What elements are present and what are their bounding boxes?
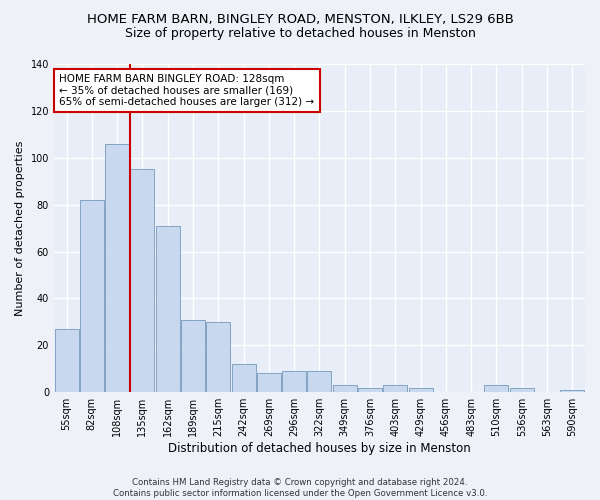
Bar [333,385,357,392]
Bar [181,320,205,392]
Text: HOME FARM BARN, BINGLEY ROAD, MENSTON, ILKLEY, LS29 6BB: HOME FARM BARN, BINGLEY ROAD, MENSTON, I… [86,12,514,26]
Bar [130,170,154,392]
Bar [156,226,180,392]
Bar [560,390,584,392]
Bar [257,374,281,392]
Bar [358,388,382,392]
Bar [409,388,433,392]
Bar [232,364,256,392]
Y-axis label: Number of detached properties: Number of detached properties [15,140,25,316]
Bar [510,388,534,392]
Text: Size of property relative to detached houses in Menston: Size of property relative to detached ho… [125,28,475,40]
Bar [105,144,129,392]
Bar [484,385,508,392]
Text: HOME FARM BARN BINGLEY ROAD: 128sqm
← 35% of detached houses are smaller (169)
6: HOME FARM BARN BINGLEY ROAD: 128sqm ← 35… [59,74,314,107]
Bar [55,329,79,392]
Bar [282,371,306,392]
Bar [383,385,407,392]
X-axis label: Distribution of detached houses by size in Menston: Distribution of detached houses by size … [168,442,471,455]
Bar [206,322,230,392]
Bar [307,371,331,392]
Bar [80,200,104,392]
Text: Contains HM Land Registry data © Crown copyright and database right 2024.
Contai: Contains HM Land Registry data © Crown c… [113,478,487,498]
